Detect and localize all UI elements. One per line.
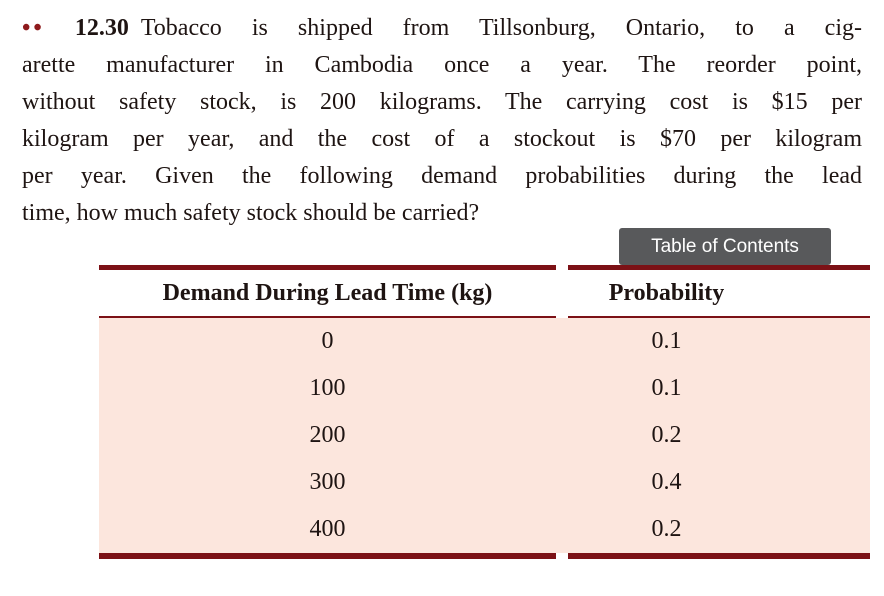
difficulty-dots-icon: ••: [22, 15, 45, 41]
table-row: 400 0.2: [99, 506, 870, 553]
table-row: 300 0.4: [99, 459, 870, 506]
probability-cell: 0.1: [651, 375, 682, 401]
demand-cell: 200: [309, 422, 346, 448]
problem-text-line-2: arette manufacturer in Cambodia once a y…: [22, 52, 862, 78]
problem-statement: •• 12.30 Tobacco is shipped from Tillsonbu…: [22, 10, 862, 232]
table-of-contents-button[interactable]: Table of Contents: [619, 228, 831, 265]
table-bottom-rule: [99, 553, 870, 559]
problem-text-line-4: kilogram per year, and the cost of a sto…: [22, 126, 862, 152]
table-header-demand: Demand During Lead Time (kg): [162, 279, 493, 306]
problem-text-1: Tobacco is shipped from Tillsonburg, Ont…: [140, 15, 862, 41]
table-body: 0 0.1 100 0.1 200 0.2 300 0.4 400 0.2: [99, 318, 870, 553]
table-header-row: Demand During Lead Time (kg) Probability: [99, 270, 870, 316]
probability-cell: 0.1: [651, 328, 682, 354]
problem-text-line-5: per year. Given the following demand pro…: [22, 163, 862, 189]
demand-probability-table: Demand During Lead Time (kg) Probability…: [99, 265, 870, 559]
problem-text-line-1: •• 12.30 Tobacco is shipped from Tillsonbu…: [22, 10, 862, 47]
demand-cell: 100: [309, 375, 346, 401]
demand-cell: 300: [309, 469, 346, 495]
toc-button-label: Table of Contents: [651, 235, 799, 257]
probability-cell: 0.4: [651, 469, 682, 495]
table-header-rule: [99, 316, 870, 318]
table-row: 200 0.2: [99, 412, 870, 459]
table-top-rule: [99, 265, 870, 270]
demand-cell: 0: [321, 328, 334, 354]
probability-cell: 0.2: [651, 516, 682, 542]
probability-cell: 0.2: [651, 422, 682, 448]
table-header-probability: Probability: [608, 279, 725, 306]
table-row: 100 0.1: [99, 365, 870, 412]
problem-text-line-3: without safety stock, is 200 kilograms. …: [22, 89, 862, 115]
demand-cell: 400: [309, 516, 346, 542]
problem-number: 12.30: [74, 15, 129, 41]
table-row: 0 0.1: [99, 318, 870, 365]
problem-text-line-6: time, how much safety stock should be ca…: [22, 200, 480, 226]
